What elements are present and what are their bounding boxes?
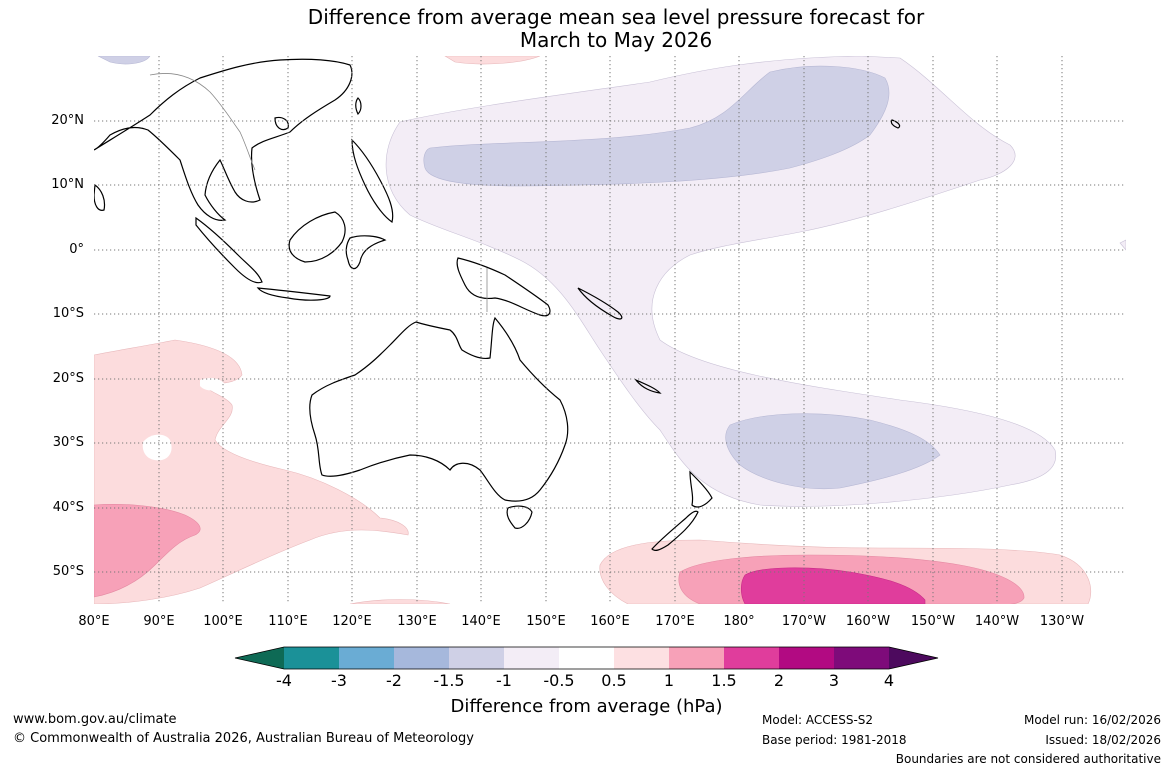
coast-taiwan [355, 97, 362, 116]
coast-australia [309, 316, 569, 502]
lon-label-170W: 170°W [781, 614, 827, 629]
legend-tick-label: -4 [276, 671, 292, 690]
anomaly-neg-1-5-region-south [725, 413, 941, 490]
colorbar-bin [394, 647, 449, 669]
footer-disclaimer: Boundaries are not considered authoritat… [895, 752, 1161, 766]
legend-tick-label: -0.5 [543, 671, 575, 690]
footer-model: Model: ACCESS-S2 [762, 713, 874, 727]
lon-label-160E: 160°E [590, 614, 630, 629]
lon-label-130W: 130°W [1039, 614, 1085, 629]
colorbar-outline [234, 646, 939, 670]
anomaly-pos-1-5-region [740, 567, 926, 604]
lon-label-140W: 140°W [974, 614, 1020, 629]
legend-tick-label: 4 [883, 671, 895, 690]
coast-philippines [351, 138, 394, 223]
lon-label-150W: 150°W [910, 614, 956, 629]
lat-label-50S: 50°S [52, 564, 84, 579]
coast-new-caledonia [634, 378, 662, 394]
lon-label-140E: 140°E [461, 614, 501, 629]
lon-label-100E: 100°E [203, 614, 243, 629]
coast-hainan [274, 116, 289, 131]
coast-java [256, 287, 331, 301]
graticule [94, 56, 1126, 604]
coast-new-guinea [456, 257, 551, 317]
coast-mainland-asia [94, 58, 353, 221]
lon-label-120E: 120°E [332, 614, 372, 629]
country-borders [149, 73, 488, 312]
map-plot-area [94, 56, 1126, 604]
map-title-line1: Difference from average mean sea level p… [307, 5, 925, 29]
legend-tick-label: -2 [386, 671, 402, 690]
footer-model-run: Model run: 16/02/2026 [1023, 713, 1161, 727]
lon-label-110E: 110°E [268, 614, 308, 629]
lon-label-80E: 80°E [78, 614, 110, 629]
colorbar-bin [504, 647, 559, 669]
colorbar-extend-low [235, 647, 284, 669]
lat-label-0: 0° [69, 242, 84, 257]
anomaly-neg-1-region-corner [1119, 239, 1126, 251]
footer-issued: Issued: 18/02/2026 [1045, 733, 1161, 747]
lon-label-90E: 90°E [143, 614, 175, 629]
colorbar-bin [724, 647, 779, 669]
colorbar-bin [339, 647, 394, 669]
coast-hawaii [890, 119, 901, 129]
coast-nz-south [651, 510, 699, 551]
footer-copyright: © Commonwealth of Australia 2026, Austra… [13, 731, 474, 746]
lon-label-170E: 170°E [655, 614, 695, 629]
footer-url[interactable]: www.bom.gov.au/climate [13, 712, 177, 727]
lat-label-20N: 20°N [51, 113, 84, 128]
map-title-line2: March to May 2026 [519, 28, 713, 52]
lon-label-130E: 130°E [397, 614, 437, 629]
anomaly-neg-1-5-region-top [97, 56, 151, 65]
coast-solomon-islands [577, 287, 623, 320]
coast-tasmania [506, 505, 533, 529]
anomaly-pos-1-region-west [94, 504, 201, 598]
lat-label-10S: 10°S [52, 306, 84, 321]
anomaly-hole-a [142, 434, 172, 461]
anomaly-hole-b [200, 378, 226, 391]
coast-borneo [288, 211, 346, 263]
colorbar-bin [834, 647, 889, 669]
colorbar-bin [284, 647, 339, 669]
anomaly-pos-0-5-region-bottom [349, 599, 451, 604]
legend-tick-label: 1 [663, 671, 675, 690]
legend-tick-label: 2 [773, 671, 785, 690]
anomaly-neg-1-5-region-north [423, 65, 890, 187]
coast-sri-lanka [94, 183, 106, 211]
lat-label-10N: 10°N [51, 177, 84, 192]
legend-tick-label: -1.5 [433, 671, 465, 690]
border-mainland [149, 73, 256, 171]
legend-tick-label: 3 [828, 671, 840, 690]
lat-label-40S: 40°S [52, 500, 84, 515]
colorbar [234, 646, 939, 670]
legend-tick-label: 0.5 [601, 671, 627, 690]
anomaly-pos-0-5-region-top [444, 56, 541, 65]
legend-tick-label: -3 [331, 671, 347, 690]
colorbar-bin [614, 647, 669, 669]
colorbar-extend-high [889, 647, 938, 669]
coast-sumatra [195, 216, 263, 284]
legend-tick-label: -1 [496, 671, 512, 690]
lon-label-180: 180° [723, 614, 755, 629]
coast-sulawesi [345, 235, 387, 270]
colorbar-bin [559, 647, 614, 669]
coastlines [94, 58, 901, 551]
lon-label-150E: 150°E [526, 614, 566, 629]
legend-tick-label: 1.5 [711, 671, 737, 690]
lon-label-160W: 160°W [845, 614, 891, 629]
footer-base-period: Base period: 1981-2018 [762, 733, 907, 747]
colorbar-bin [779, 647, 834, 669]
lat-label-30S: 30°S [52, 435, 84, 450]
colorbar-bin [449, 647, 504, 669]
colorbar-bin [669, 647, 724, 669]
coast-nz-north [689, 470, 713, 508]
legend-title: Difference from average (hPa) [450, 696, 723, 717]
lat-label-20S: 20°S [52, 371, 84, 386]
